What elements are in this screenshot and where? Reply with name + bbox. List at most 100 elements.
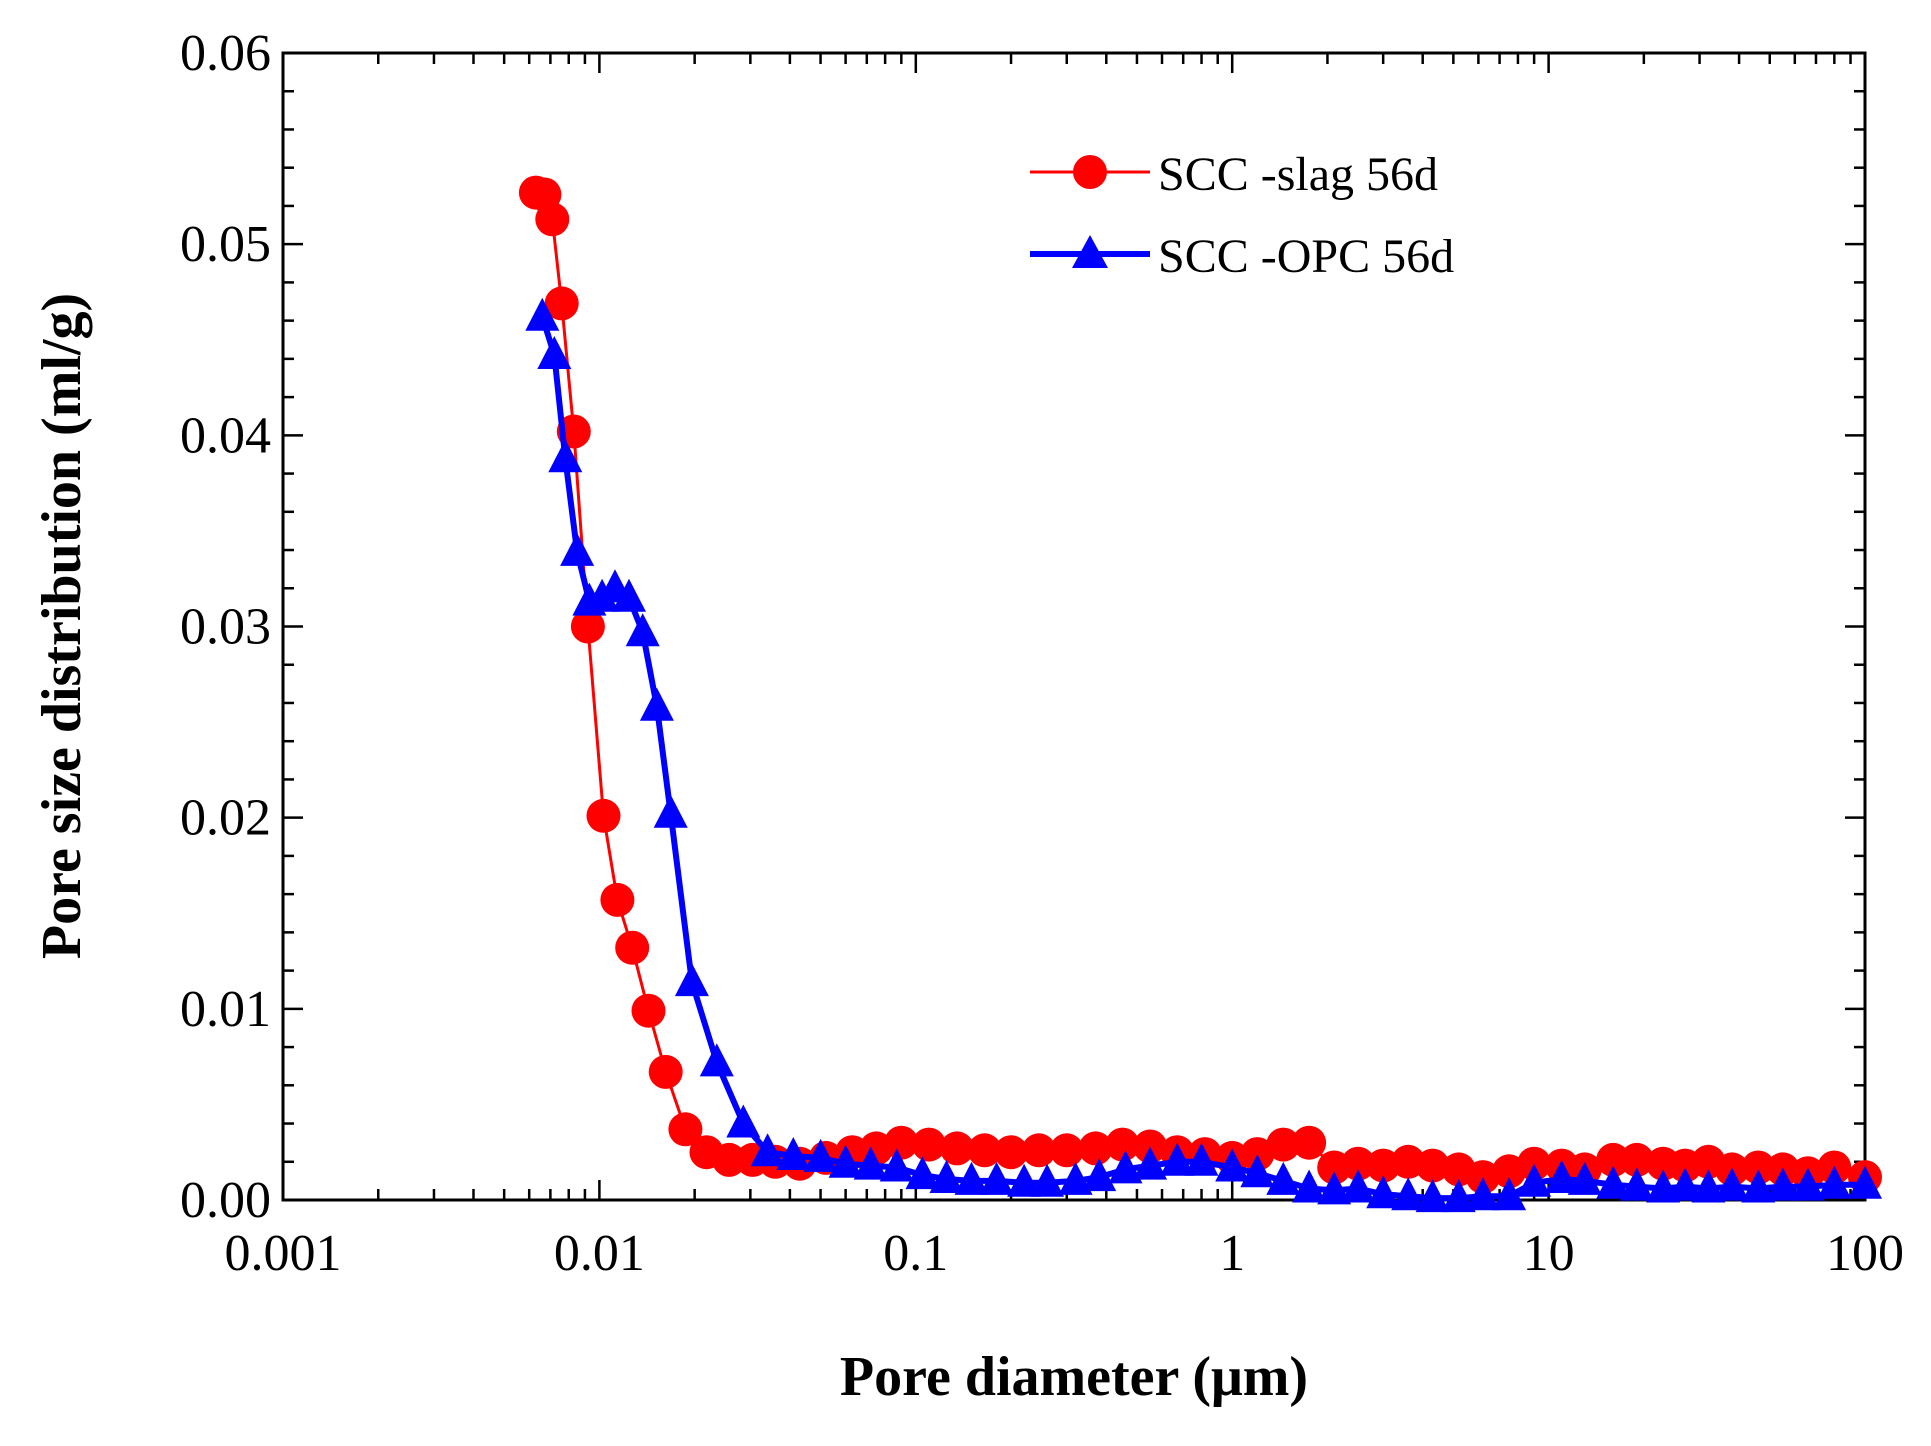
data-point-slag [1266,1127,1301,1162]
data-point-opc [1007,1163,1042,1197]
data-point-opc [1184,1142,1219,1176]
data-point-opc [879,1148,914,1182]
legend-label-slag: SCC -slag 56d [1158,148,1438,201]
legend-label-opc: SCC -OPC 56d [1158,230,1454,283]
y-tick-label: 0.06 [180,25,271,82]
y-tick-label: 0.04 [180,407,271,464]
data-point-slag [1596,1142,1631,1177]
data-point-opc [1668,1167,1703,1201]
x-tick-label: 10 [1523,1225,1575,1282]
data-point-opc [853,1146,888,1180]
data-point-slag [1078,1131,1113,1166]
data-point-opc [1058,1161,1093,1195]
data-point-opc [1441,1179,1476,1213]
data-point-slag [1366,1148,1401,1183]
data-point-opc [750,1133,785,1167]
data-point-slag [1240,1137,1275,1172]
data-point-slag [544,286,579,321]
data-point-opc [803,1138,838,1172]
data-point-opc [828,1144,863,1178]
data-point-slag [535,202,570,237]
data-point-opc [1765,1167,1800,1201]
axis-ticks: 0.00 0.01 0.02 0.03 0.04 0.05 0.06 0.001 0.01 0.1… [180,25,1904,1282]
data-point-opc [979,1161,1014,1195]
x-tick-label: 0.01 [554,1225,645,1282]
series-line-1 [535,191,1866,1179]
data-point-slag [1741,1150,1776,1185]
data-point-slag [940,1131,974,1166]
data-point-slag [1049,1133,1084,1168]
data-point-opc [1715,1167,1749,1201]
data-point-opc [1292,1169,1327,1203]
data-point-opc [699,1043,734,1077]
data-point-opc [612,578,646,612]
data-point-slag [1292,1125,1327,1160]
legend-marker-slag [1073,155,1107,189]
y-tick-label: 0.02 [180,790,271,847]
data-point-opc [1567,1161,1602,1195]
plot-frame [281,51,1867,1202]
data-point-opc [905,1156,940,1190]
data-point-slag [1465,1160,1500,1195]
data-point-opc [1317,1171,1352,1205]
x-axis-title: Pore diameter (μm) [840,1346,1308,1408]
data-point-slag [1415,1148,1450,1183]
data-point-slag [884,1125,919,1160]
data-point-opc [1415,1179,1450,1213]
data-point-opc [1366,1175,1401,1209]
data-point-opc [548,439,583,473]
data-point-slag [615,930,650,965]
data-point-opc [674,963,709,997]
data-point-opc [1108,1150,1143,1184]
data-point-opc [1517,1163,1552,1197]
data-point-slag [911,1127,946,1162]
data-point-slag [570,609,605,644]
data-point-opc [1596,1165,1631,1199]
series-line-2 [539,315,1865,1202]
data-point-opc [1817,1165,1852,1199]
data-point-slag [648,1054,683,1089]
legend-marker-opc [1072,235,1108,268]
data-point-slag [600,882,635,917]
data-point-opc [639,687,674,721]
data-point-opc [954,1161,989,1195]
data-point-opc [1240,1154,1275,1188]
data-point-opc [1030,1163,1065,1197]
data-point-opc [1215,1148,1250,1182]
data-point-slag [668,1112,703,1147]
y-axis-title: Pore size distribution (ml/g) [31,293,93,959]
data-point-slag [1105,1127,1140,1162]
data-point-opc [653,794,688,828]
data-point-opc [1266,1161,1301,1195]
data-point-slag [1517,1146,1552,1181]
data-point-opc [929,1160,964,1193]
series-layer [518,175,1882,1213]
legend: SCC -slag 56d SCC -OPC 56d [1030,148,1454,283]
data-point-slag [631,993,666,1028]
data-point-slag [1341,1146,1376,1181]
data-point-opc [537,336,572,369]
data-point-opc [1133,1146,1168,1180]
data-point-opc [1741,1169,1776,1203]
data-point-slag [967,1133,1002,1168]
data-point-opc [1391,1177,1426,1211]
data-point-opc [1160,1142,1195,1176]
x-tick-label: 0.001 [225,1225,342,1282]
data-point-opc [1082,1158,1117,1192]
x-tick-label: 0.1 [883,1225,948,1282]
data-point-opc [1619,1167,1654,1201]
data-point-opc [1691,1169,1726,1203]
x-tick-label: 100 [1826,1225,1904,1282]
data-point-slag [586,798,621,833]
y-tick-label: 0.05 [180,216,271,273]
data-point-opc [1848,1165,1882,1199]
data-point-opc [1544,1160,1579,1193]
x-tick-label: 1 [1219,1225,1245,1282]
data-point-slag [1619,1142,1654,1177]
data-point-opc [1790,1167,1825,1201]
data-point-opc [726,1104,761,1138]
data-point-slag [994,1135,1028,1170]
data-point-opc [625,613,660,647]
data-point-opc [560,532,595,566]
